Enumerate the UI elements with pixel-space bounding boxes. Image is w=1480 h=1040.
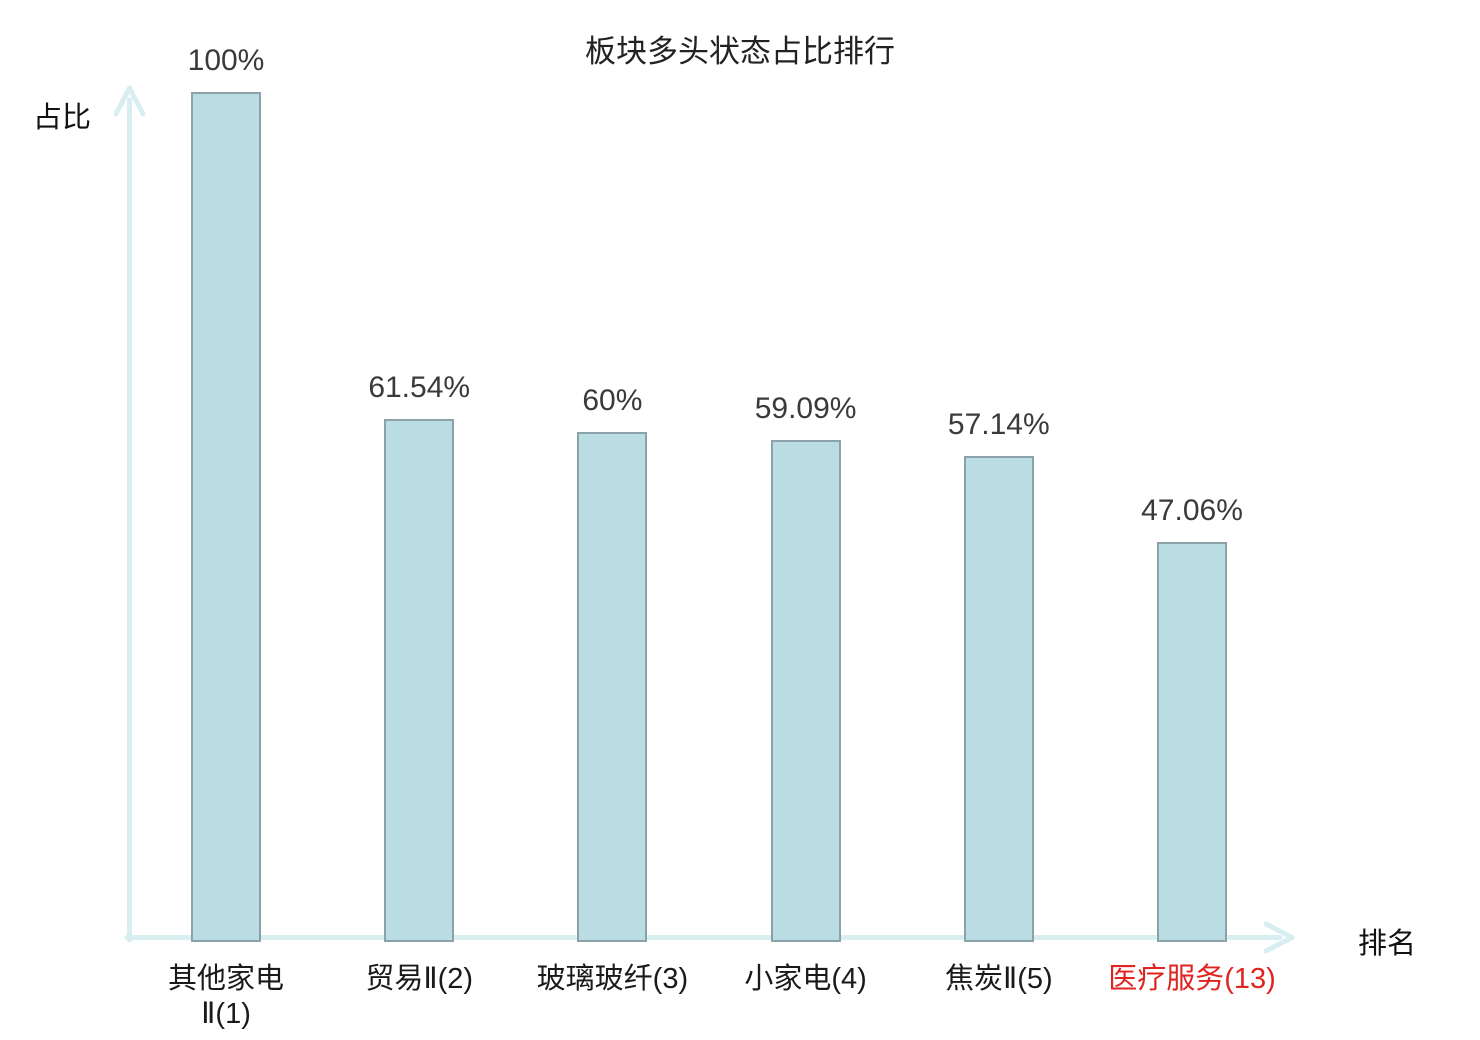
category-label: 焦炭Ⅱ(5) xyxy=(944,963,1053,995)
bar-value-label: 59.09% xyxy=(754,391,857,425)
category-label: 贸易Ⅱ(2) xyxy=(365,963,474,995)
bar xyxy=(384,418,455,942)
bar xyxy=(963,456,1034,942)
chart-title: 板块多头状态占比排行 xyxy=(585,34,895,69)
category-label: 玻璃玻纤(3) xyxy=(536,963,689,995)
category-label: 医疗服务(13) xyxy=(1108,963,1276,995)
bar xyxy=(577,432,648,942)
category-label: 小家电(4) xyxy=(744,963,867,995)
bar xyxy=(1157,542,1227,942)
y-axis-title: 占比 xyxy=(33,102,92,134)
x-axis-arrow-icon xyxy=(1263,921,1295,954)
bar xyxy=(191,92,261,942)
bar-value-label: 100% xyxy=(187,44,265,77)
bar-value-label: 57.14% xyxy=(947,408,1050,442)
category-label: 其他家电 Ⅱ(1) xyxy=(167,963,285,1030)
bar-value-label: 61.54% xyxy=(368,370,471,404)
y-axis-arrow-icon xyxy=(113,85,146,117)
bar-value-label: 47.06% xyxy=(1141,494,1243,527)
x-axis-title: 排名 xyxy=(1358,928,1417,960)
bar xyxy=(770,439,841,942)
bar-value-label: 60% xyxy=(582,384,643,417)
